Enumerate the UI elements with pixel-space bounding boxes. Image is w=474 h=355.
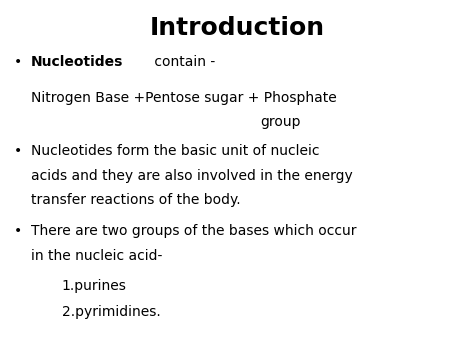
Text: transfer reactions of the body.: transfer reactions of the body. (31, 193, 240, 207)
Text: 2.pyrimidines.: 2.pyrimidines. (62, 305, 160, 319)
Text: Nucleotides: Nucleotides (31, 55, 123, 69)
Text: •: • (14, 144, 22, 158)
Text: in the nucleic acid-: in the nucleic acid- (31, 248, 162, 262)
Text: acids and they are also involved in the energy: acids and they are also involved in the … (31, 169, 353, 182)
Text: 1.purines: 1.purines (62, 279, 127, 293)
Text: Introduction: Introduction (149, 16, 325, 40)
Text: group: group (261, 115, 301, 129)
Text: •: • (14, 55, 22, 69)
Text: There are two groups of the bases which occur: There are two groups of the bases which … (31, 224, 356, 237)
Text: Nitrogen Base +Pentose sugar + Phosphate: Nitrogen Base +Pentose sugar + Phosphate (31, 91, 337, 104)
Text: Nucleotides form the basic unit of nucleic: Nucleotides form the basic unit of nucle… (31, 144, 319, 158)
Text: contain -: contain - (150, 55, 215, 69)
Text: •: • (14, 224, 22, 237)
